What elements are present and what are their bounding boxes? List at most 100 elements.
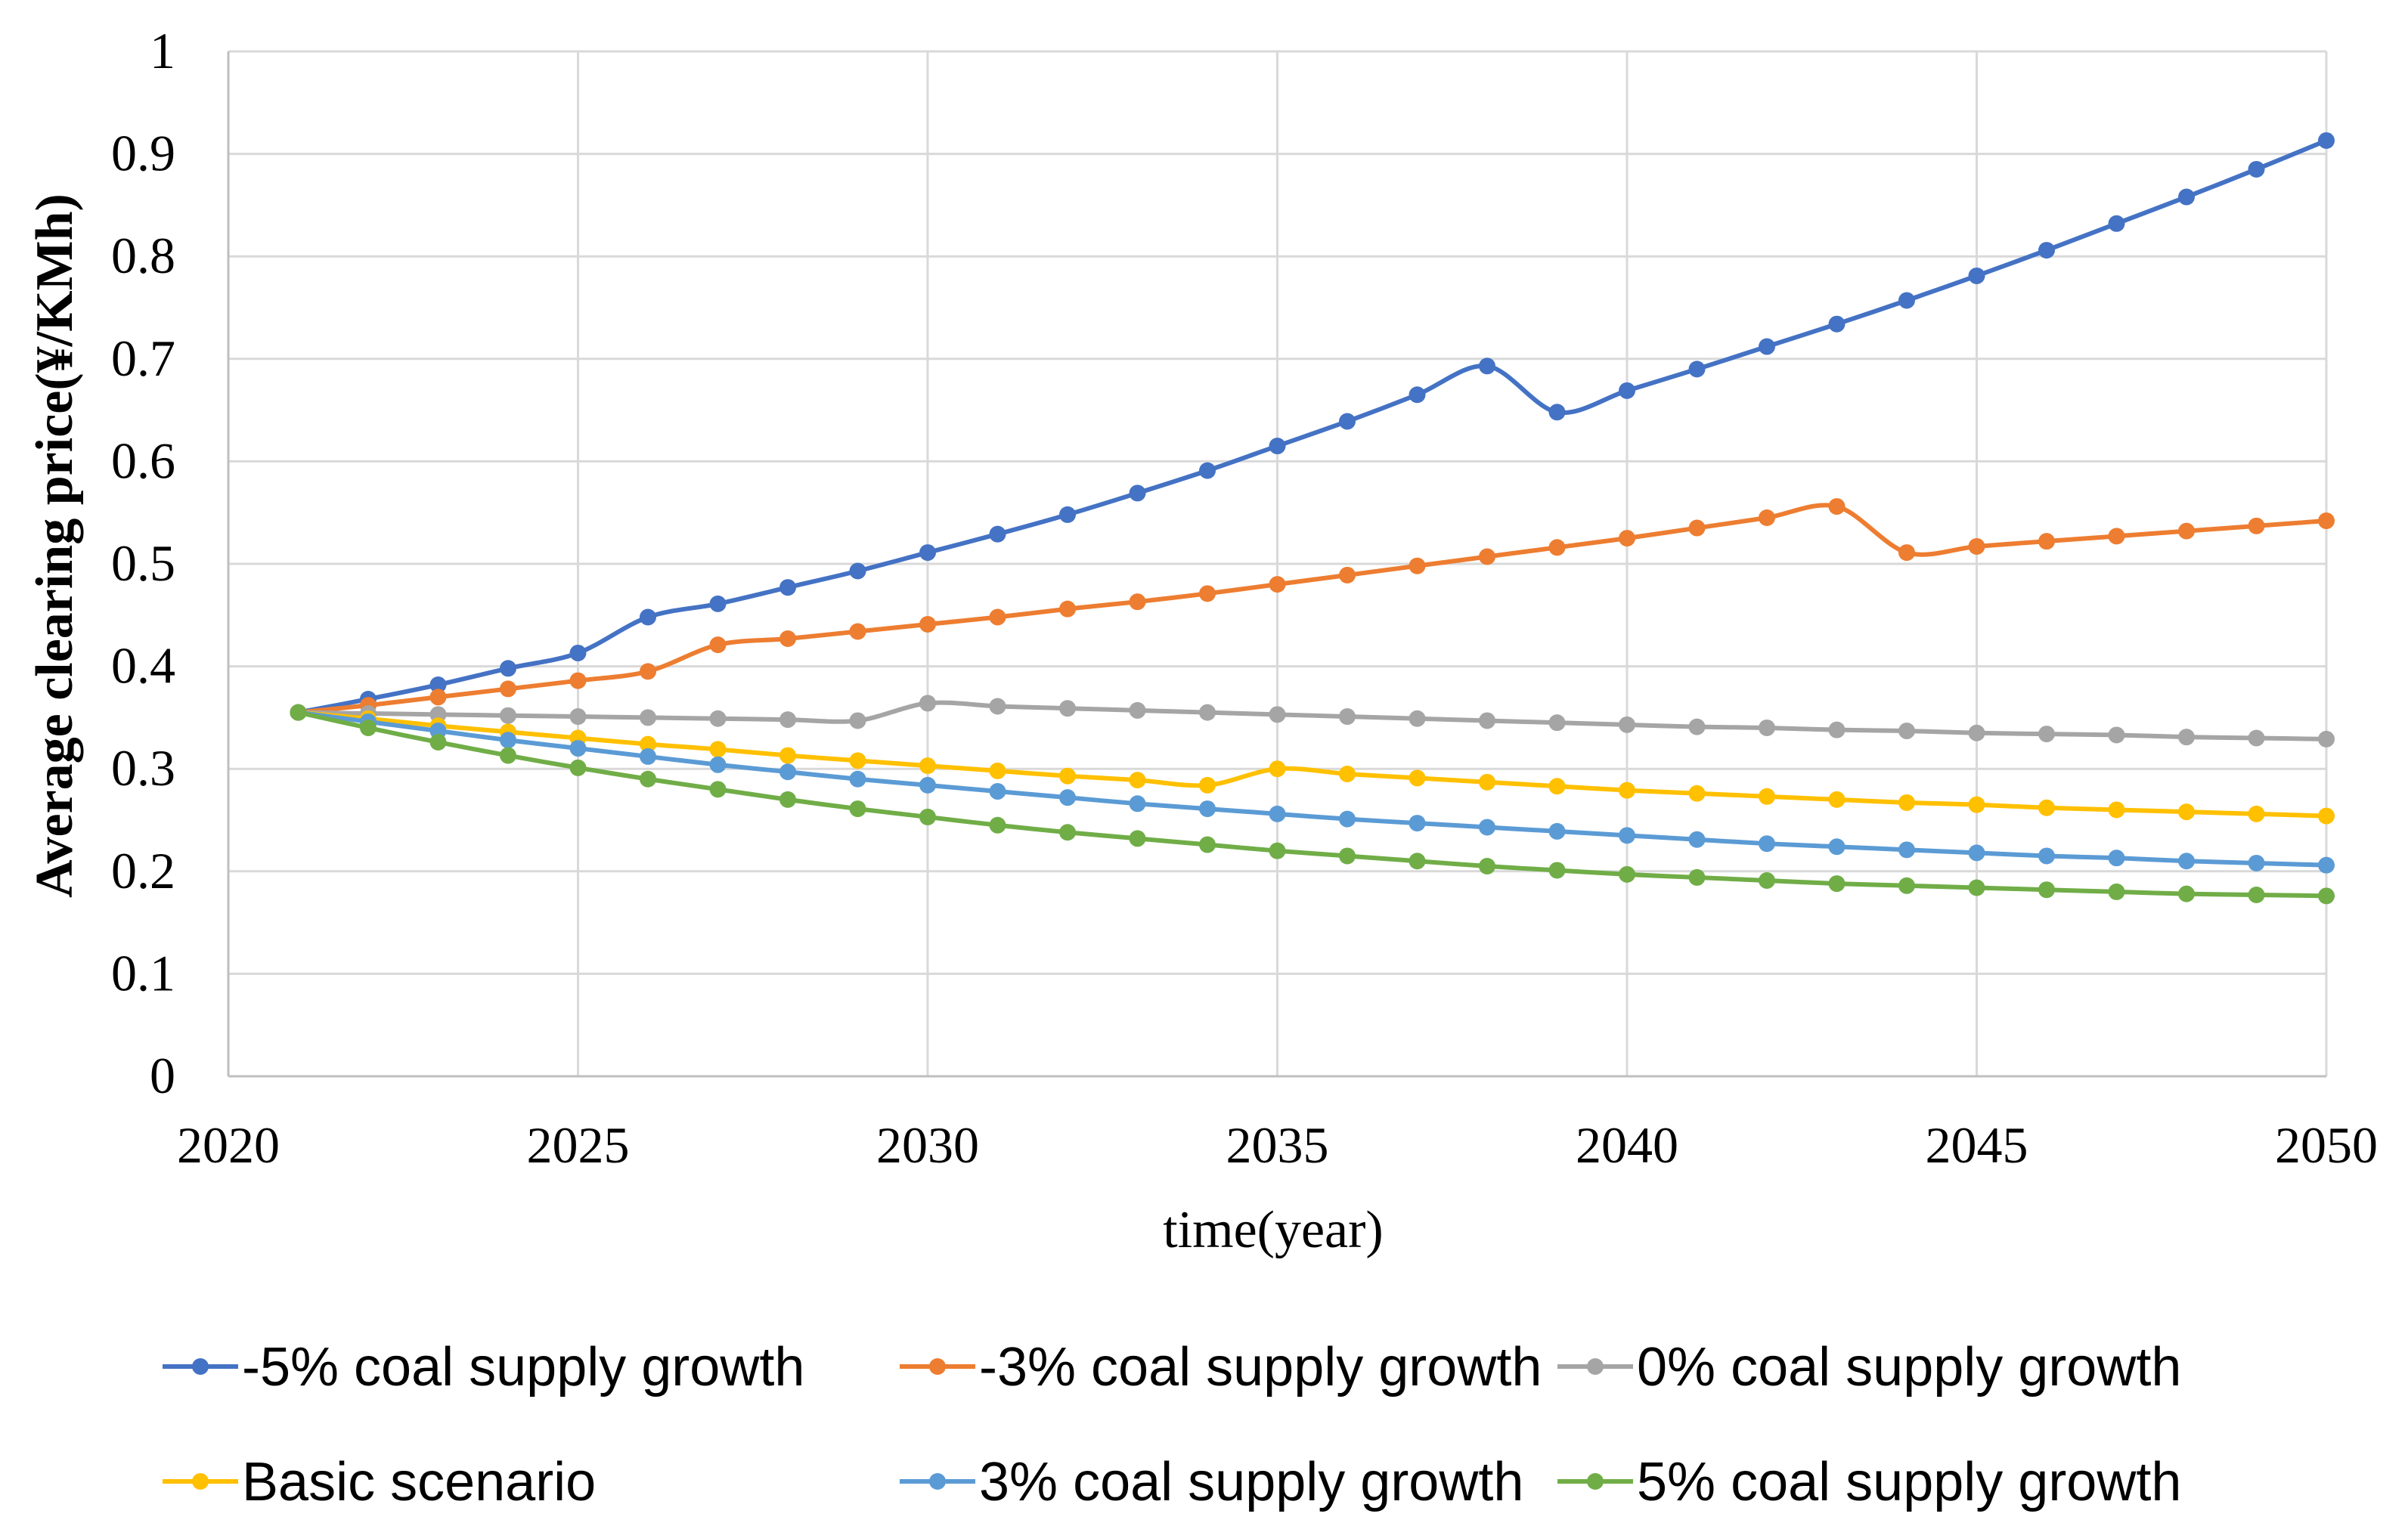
legend-marker xyxy=(929,1358,946,1375)
data-point xyxy=(779,763,796,781)
series-4 xyxy=(290,704,2335,825)
legend-entry-1: -5% coal supply growth xyxy=(163,1337,804,1398)
data-point xyxy=(919,544,936,562)
x-tick-label: 2030 xyxy=(876,1116,979,1174)
data-point xyxy=(2038,242,2055,259)
data-point xyxy=(429,676,447,694)
data-point xyxy=(1688,361,1706,378)
data-point xyxy=(1759,872,1775,890)
data-point xyxy=(640,663,656,680)
data-point xyxy=(1688,831,1706,848)
data-point xyxy=(1269,438,1286,455)
data-point xyxy=(779,711,796,729)
series-group xyxy=(290,132,2335,905)
data-point xyxy=(2318,807,2335,825)
data-point xyxy=(2178,853,2195,870)
data-point xyxy=(2038,799,2055,816)
data-point xyxy=(2318,512,2335,530)
data-point xyxy=(2108,528,2125,545)
data-point xyxy=(1828,498,1846,515)
y-axis-title: Average clearing price(¥/KMh) xyxy=(26,193,84,898)
data-point xyxy=(1409,853,1426,870)
data-point xyxy=(709,781,727,798)
data-point xyxy=(709,636,727,654)
data-point xyxy=(1339,810,1356,828)
data-point xyxy=(1339,847,1356,865)
data-point xyxy=(2248,805,2265,822)
legend-marker xyxy=(192,1473,209,1490)
y-tick-label: 0.7 xyxy=(111,330,175,387)
data-point xyxy=(1968,796,1985,813)
data-point xyxy=(2178,729,2195,746)
data-point xyxy=(1339,566,1356,583)
y-tick-label: 0.6 xyxy=(111,432,175,489)
data-point xyxy=(989,698,1006,715)
data-point xyxy=(1548,822,1566,840)
legend-marker xyxy=(192,1358,209,1375)
data-point xyxy=(1619,530,1635,547)
legend-label: -3% coal supply growth xyxy=(979,1337,1542,1398)
data-point xyxy=(2178,803,2195,821)
data-point xyxy=(1269,842,1286,859)
data-point xyxy=(1129,484,1146,502)
data-point xyxy=(1548,404,1566,421)
data-point xyxy=(849,712,866,729)
data-point xyxy=(1059,824,1076,841)
data-point xyxy=(500,732,516,749)
data-point xyxy=(1129,593,1146,611)
data-point xyxy=(1968,879,1985,896)
data-point xyxy=(640,608,656,626)
data-point xyxy=(779,630,796,647)
data-point xyxy=(2038,847,2055,865)
series-line xyxy=(298,503,2327,715)
legend-label: -5% coal supply growth xyxy=(242,1337,804,1398)
series-1 xyxy=(290,132,2335,721)
data-point xyxy=(849,800,866,818)
data-point xyxy=(1129,701,1146,719)
data-point xyxy=(1968,724,1985,741)
data-point xyxy=(2248,729,2265,747)
data-point xyxy=(1479,358,1495,375)
data-point xyxy=(1898,794,1915,811)
data-point xyxy=(919,808,936,825)
data-point xyxy=(640,709,656,726)
data-point xyxy=(1409,386,1426,404)
data-point xyxy=(2248,854,2265,871)
data-point xyxy=(2038,533,2055,550)
data-point xyxy=(1059,789,1076,806)
data-point xyxy=(1479,712,1495,729)
data-point xyxy=(2108,215,2125,232)
data-point xyxy=(1898,544,1915,562)
data-point xyxy=(1059,506,1076,523)
legend-label: 3% coal supply growth xyxy=(979,1452,1523,1512)
data-point xyxy=(1479,858,1495,875)
x-tick-label: 2040 xyxy=(1576,1116,1678,1174)
data-point xyxy=(1619,865,1635,883)
y-tick-label: 0.9 xyxy=(111,125,175,182)
data-point xyxy=(1759,509,1775,526)
data-point xyxy=(1199,585,1216,602)
data-point xyxy=(569,708,587,726)
data-point xyxy=(429,689,447,706)
data-point xyxy=(1059,700,1076,717)
data-point xyxy=(2108,883,2125,900)
data-point xyxy=(779,579,796,596)
x-tick-labels: 2020 2025 2030 2035 2040 2045 2050 xyxy=(177,1116,2378,1174)
data-point xyxy=(500,707,516,724)
data-point xyxy=(1059,600,1076,618)
data-point xyxy=(1059,767,1076,785)
data-point xyxy=(849,623,866,640)
data-point xyxy=(1409,769,1426,787)
data-point xyxy=(1339,708,1356,726)
data-point xyxy=(360,719,377,736)
data-point xyxy=(919,757,936,775)
data-point xyxy=(1688,519,1706,537)
legend-marker xyxy=(1587,1358,1604,1375)
data-point xyxy=(1619,382,1635,399)
legend-label: Basic scenario xyxy=(242,1452,596,1512)
data-point xyxy=(1828,721,1846,738)
data-point xyxy=(640,735,656,753)
data-point xyxy=(1199,776,1216,794)
data-point xyxy=(1759,835,1775,853)
x-tick-label: 2020 xyxy=(177,1116,280,1174)
